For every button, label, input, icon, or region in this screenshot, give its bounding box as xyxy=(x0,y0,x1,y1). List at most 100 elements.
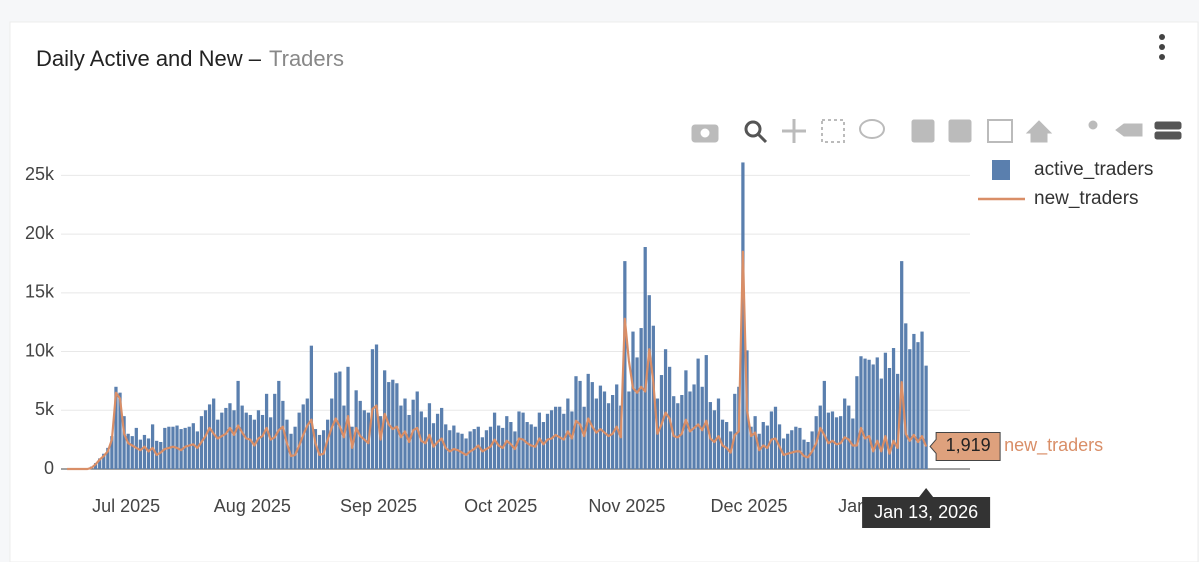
bar xyxy=(513,431,517,469)
bar xyxy=(570,411,574,469)
bar xyxy=(863,358,867,469)
bar xyxy=(883,352,888,469)
toolbar xyxy=(691,119,1182,144)
autoscale-button[interactable] xyxy=(987,119,1013,143)
bar xyxy=(598,385,603,469)
bar xyxy=(277,380,281,469)
camera-button[interactable] xyxy=(691,124,719,143)
bar xyxy=(867,359,871,469)
bar xyxy=(228,403,232,469)
select-button[interactable] xyxy=(821,119,845,143)
bar xyxy=(216,419,220,469)
bar xyxy=(647,295,651,469)
bar xyxy=(639,328,643,469)
bar xyxy=(98,458,102,469)
pan-button[interactable] xyxy=(782,119,806,143)
bar xyxy=(260,414,265,469)
zoom-button[interactable] xyxy=(744,120,768,144)
x-tick-label: Jul 2025 xyxy=(92,496,160,516)
x-tick-label: Oct 2025 xyxy=(464,496,537,516)
spike-button[interactable] xyxy=(1088,120,1098,130)
bar xyxy=(207,404,212,469)
bar xyxy=(562,413,566,469)
bar xyxy=(847,405,851,469)
chart-title: Daily Active and New – xyxy=(36,46,262,71)
bar xyxy=(159,441,163,469)
bar xyxy=(313,429,318,469)
bar xyxy=(724,422,729,469)
bar xyxy=(822,380,826,469)
bar xyxy=(305,398,309,469)
bar xyxy=(623,261,627,469)
bar xyxy=(790,430,794,469)
bar xyxy=(733,393,737,469)
bar xyxy=(391,379,395,469)
chart-subtitle: Traders xyxy=(269,46,344,71)
hover-value: 1,919 xyxy=(946,435,991,455)
bar xyxy=(102,453,106,469)
bar xyxy=(887,367,892,469)
bar xyxy=(818,405,822,469)
bar xyxy=(891,348,896,469)
hover-compare-button[interactable] xyxy=(1154,121,1182,140)
y-tick-label: 20k xyxy=(25,223,55,243)
hover-box xyxy=(929,431,1001,461)
bar xyxy=(269,417,273,469)
bar xyxy=(651,325,655,469)
bar xyxy=(297,412,301,469)
legend-label: active_traders xyxy=(1034,159,1153,180)
card xyxy=(9,21,1199,563)
bar xyxy=(871,364,875,469)
bar xyxy=(855,376,859,469)
bar xyxy=(741,162,745,469)
bar xyxy=(130,436,134,469)
bar xyxy=(533,426,537,469)
bar xyxy=(643,247,647,469)
bar xyxy=(786,433,790,469)
hover-closest-button[interactable] xyxy=(1115,123,1143,137)
bar xyxy=(326,419,330,469)
bar xyxy=(248,414,252,469)
lasso-button[interactable] xyxy=(859,119,885,139)
bar xyxy=(321,430,326,469)
legend-swatch xyxy=(992,160,1010,180)
bar xyxy=(602,391,607,469)
bar xyxy=(525,422,529,469)
bar xyxy=(924,365,928,469)
bar xyxy=(554,406,558,469)
bar xyxy=(114,386,118,469)
bar xyxy=(663,349,668,469)
bar xyxy=(895,373,900,469)
legend-label: new_traders xyxy=(1034,188,1139,209)
y-tick-label: 25k xyxy=(25,164,55,184)
bar xyxy=(757,433,761,469)
bar xyxy=(631,331,635,469)
bar xyxy=(187,426,191,469)
bar xyxy=(594,398,598,469)
zoom-in-button[interactable] xyxy=(911,119,935,143)
bar xyxy=(476,426,480,469)
hover-series: new_traders xyxy=(1004,435,1103,456)
zoom-out-button[interactable] xyxy=(948,119,972,143)
bar xyxy=(794,426,798,469)
menu-button[interactable] xyxy=(1159,34,1165,60)
reset-button[interactable] xyxy=(1025,120,1053,143)
bar xyxy=(529,424,533,469)
bar xyxy=(150,424,155,469)
y-tick-label: 5k xyxy=(35,399,55,419)
bar xyxy=(191,423,195,469)
bar xyxy=(232,410,236,469)
y-tick-label: 0 xyxy=(44,458,54,478)
bar xyxy=(908,349,912,469)
bar xyxy=(330,398,334,469)
bar xyxy=(627,391,631,469)
x-tick-label: Sep 2025 xyxy=(340,496,417,516)
bar xyxy=(309,345,314,469)
bar xyxy=(875,357,879,469)
bar xyxy=(749,426,753,469)
bar xyxy=(220,412,224,469)
bar xyxy=(802,439,806,469)
y-tick-label: 10k xyxy=(25,340,55,360)
bar xyxy=(916,342,920,469)
